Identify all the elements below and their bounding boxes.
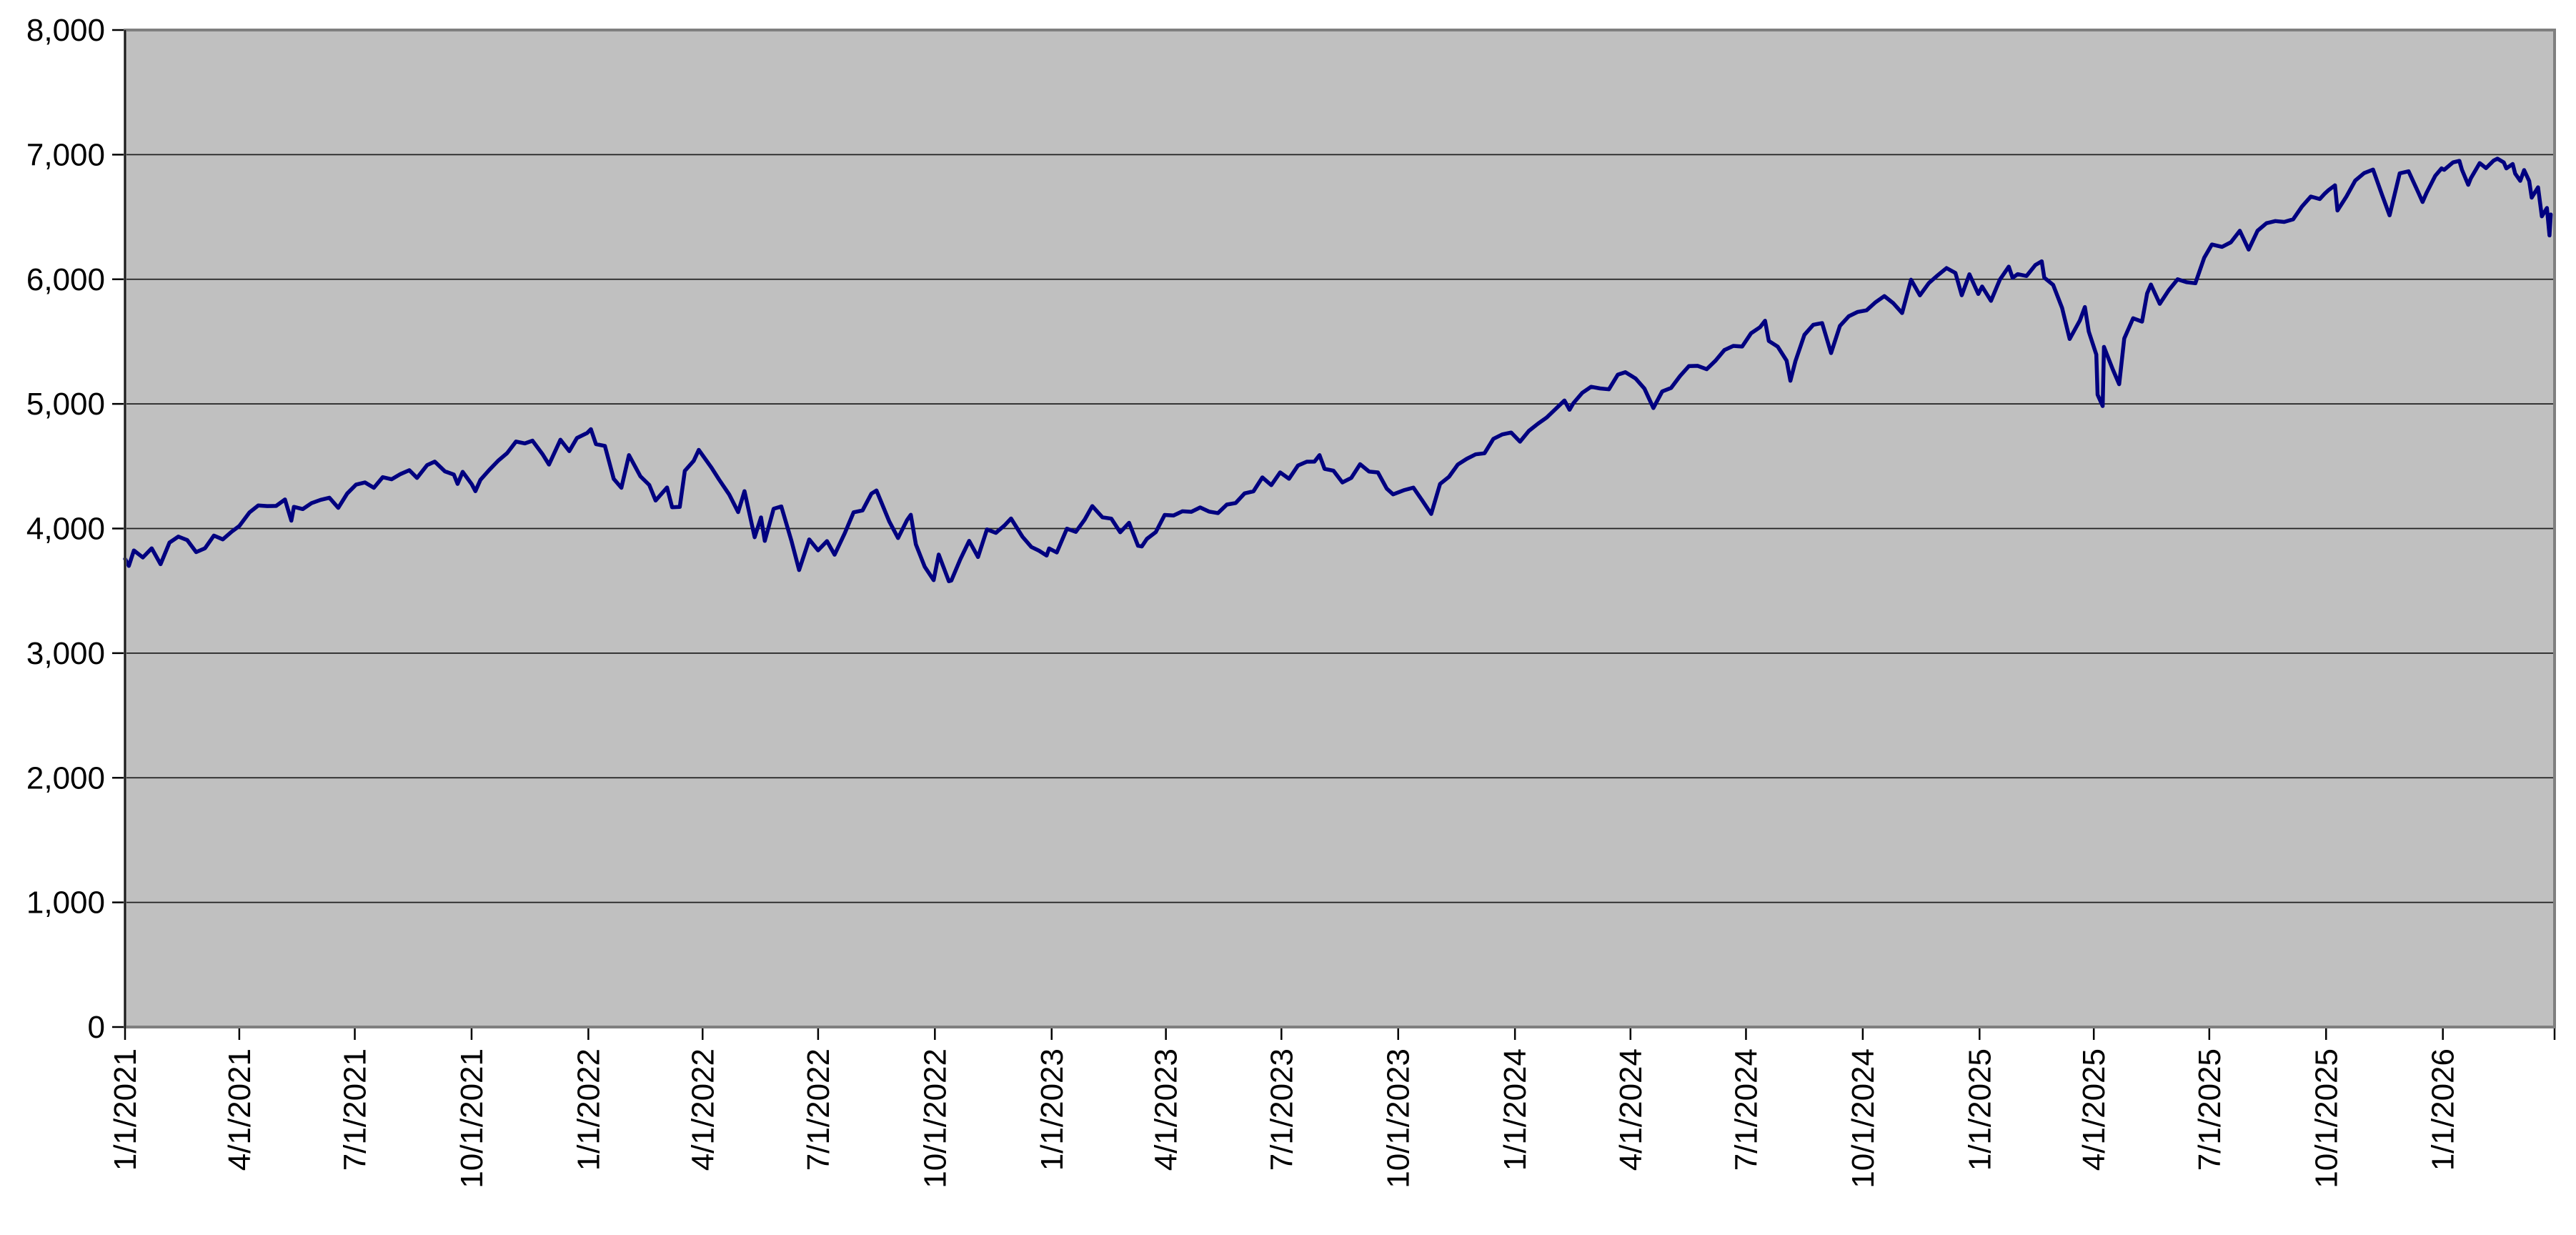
y-axis-labels: 0 1,000 2,000 3,000 4,000 5,000 6,000 7,000 8,00…	[26, 13, 105, 1045]
x-tick-label: 7/1/2022	[801, 1048, 836, 1171]
x-tick-label: 10/1/2021	[454, 1048, 489, 1189]
x-tick-label: 10/1/2023	[1381, 1048, 1416, 1189]
x-tick-label: 10/1/2024	[1846, 1048, 1881, 1189]
price-line-series	[123, 157, 2553, 584]
data-series	[123, 157, 2553, 584]
x-tick-label: 4/1/2023	[1149, 1048, 1184, 1171]
y-tick-label: 8,000	[26, 13, 105, 48]
x-tick-label: 7/1/2025	[2192, 1048, 2227, 1171]
x-tick-label: 4/1/2022	[685, 1048, 720, 1171]
x-tick-label: 7/1/2021	[338, 1048, 373, 1171]
x-tick-label: 1/1/2024	[1498, 1048, 1533, 1171]
x-tick-label: 1/1/2023	[1035, 1048, 1070, 1171]
x-tick-label: 1/1/2025	[1962, 1048, 1997, 1171]
gridlines	[125, 154, 2555, 903]
x-tick-label: 7/1/2023	[1264, 1048, 1299, 1171]
x-axis-labels: 1/1/2021 4/1/2021 7/1/2021 10/1/2021 1/1/202…	[108, 1048, 2461, 1189]
y-tick-label: 2,000	[26, 760, 105, 795]
y-tick-label: 0	[88, 1010, 105, 1045]
y-tick-label: 3,000	[26, 636, 105, 671]
x-tick-label: 7/1/2024	[1729, 1048, 1764, 1171]
x-tick-label: 1/1/2026	[2426, 1048, 2461, 1171]
y-tick-label: 4,000	[26, 512, 105, 547]
y-tick-label: 6,000	[26, 262, 105, 297]
y-tick-label: 5,000	[26, 387, 105, 422]
x-tick-label: 4/1/2025	[2077, 1048, 2112, 1171]
x-axis-ticks	[124, 1027, 2556, 1040]
y-axis-ticks	[112, 29, 125, 1028]
x-tick-label: 10/1/2025	[2309, 1048, 2344, 1189]
y-tick-label: 1,000	[26, 886, 105, 921]
x-tick-label: 1/1/2022	[571, 1048, 606, 1171]
x-tick-label: 4/1/2024	[1613, 1048, 1648, 1171]
x-tick-label: 10/1/2022	[917, 1048, 953, 1189]
x-tick-label: 4/1/2021	[222, 1048, 257, 1171]
x-tick-label: 1/1/2021	[108, 1048, 143, 1171]
y-tick-label: 7,000	[26, 137, 105, 172]
